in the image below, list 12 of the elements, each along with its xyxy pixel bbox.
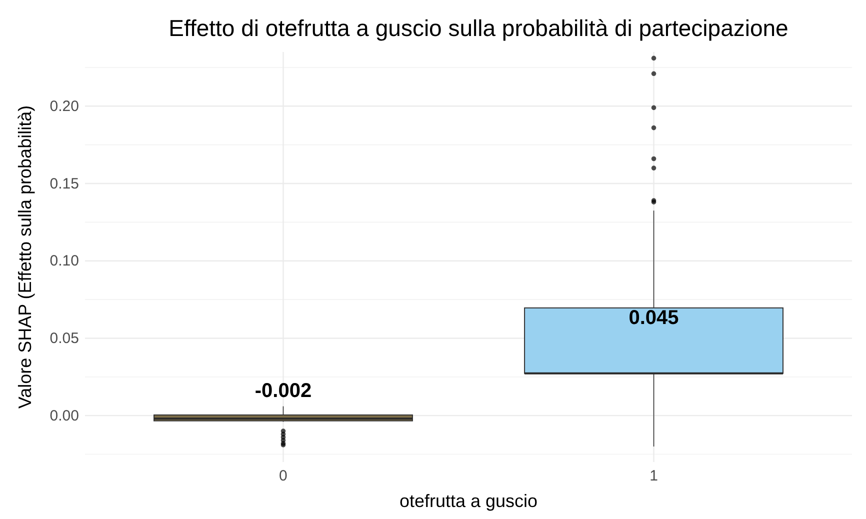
y-axis-title: Valore SHAP (Effetto sulla probabilità) bbox=[15, 105, 35, 409]
y-tick-label: 0.20 bbox=[50, 98, 79, 115]
x-tick-label: 0 bbox=[279, 468, 288, 485]
y-tick-label: 0.05 bbox=[50, 330, 79, 348]
annotation: -0.002 bbox=[254, 380, 312, 402]
x-axis-title: otefrutta a guscio bbox=[399, 491, 538, 511]
y-tick-label: 0.15 bbox=[50, 175, 79, 192]
y-tick-label: 0.10 bbox=[50, 252, 79, 270]
x-tick-label: 1 bbox=[650, 468, 658, 485]
annotation: 0.045 bbox=[628, 307, 679, 330]
y-tick-label: 0.00 bbox=[50, 407, 79, 424]
chart-title: Effetto di otefrutta a guscio sulla probabilità di partecipazione bbox=[168, 15, 788, 41]
